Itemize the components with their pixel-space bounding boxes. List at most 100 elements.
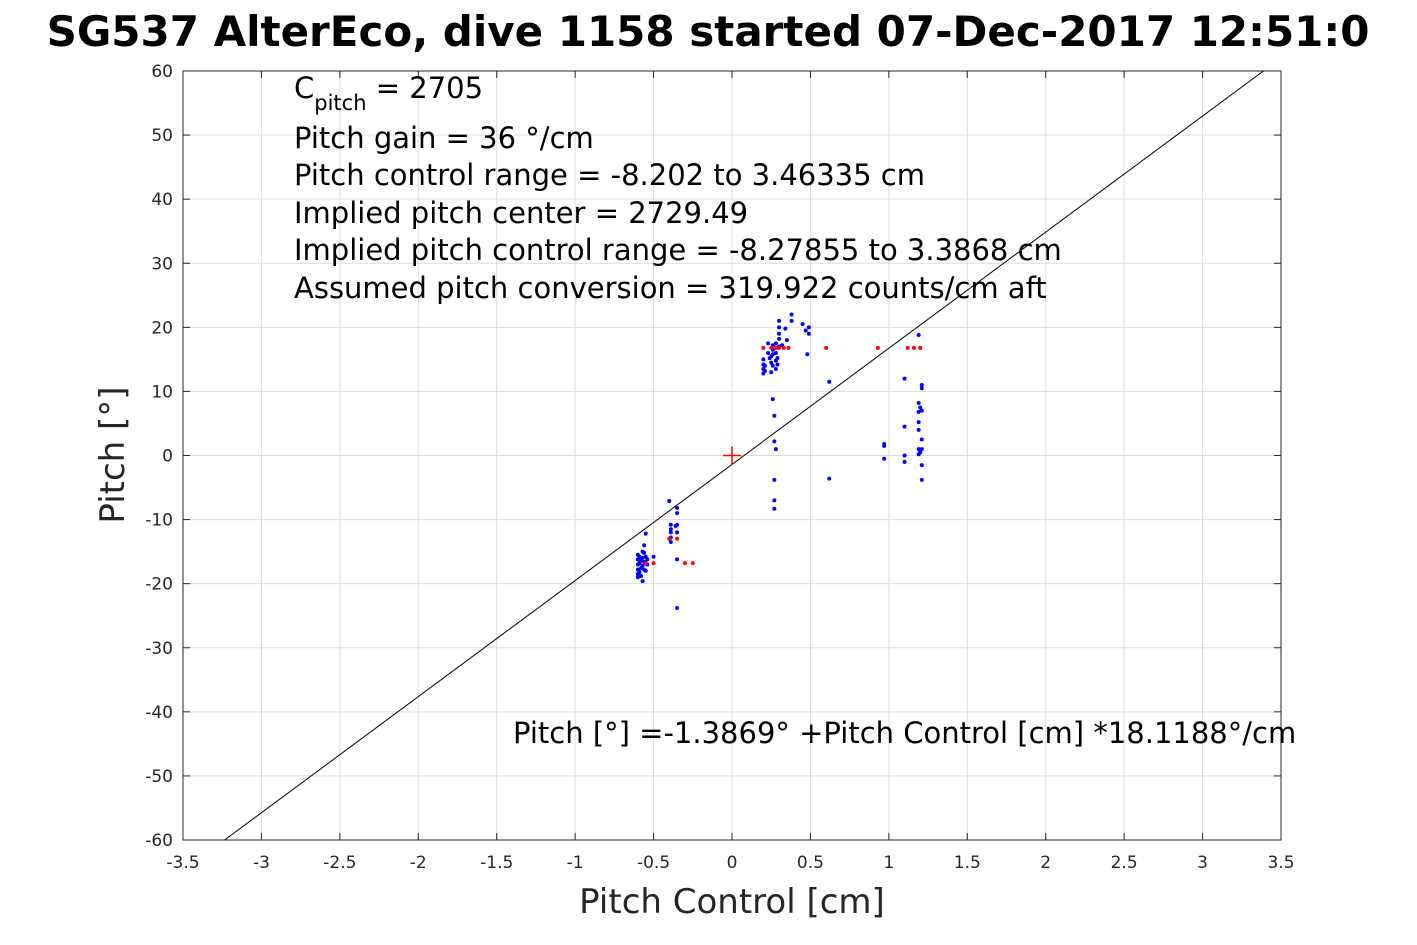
data-point-blue [919,383,924,388]
data-point-blue [783,326,788,331]
data-point-blue [770,363,775,368]
data-point-blue [651,554,656,559]
data-point-blue [772,477,777,482]
x-axis-ticks: -3.5 -3 -2.5 -2 -1.5 -1 -0.5 0 0.5 1 1.5 2 2.5 3 3.5 [166,71,1295,873]
data-point-blue [919,386,924,391]
y-tick-label: -60 [145,831,173,851]
data-point-blue [902,459,907,464]
data-point-blue [916,400,921,405]
data-point-red [682,561,687,566]
data-point-red [651,561,656,566]
y-tick-label: 50 [151,126,173,146]
data-point-blue [766,341,771,346]
data-point-blue [777,325,782,330]
data-point-blue [827,476,832,481]
data-point-blue [784,338,789,343]
data-point-blue [675,511,680,516]
data-point-red [643,561,648,566]
data-point-blue [675,557,680,562]
x-tick-label: -3.5 [166,853,199,873]
data-point-blue [761,357,766,362]
chart-title: SG537 AlterEco, dive 1158 started 07-Dec… [47,7,1370,56]
x-axis-label: Pitch Control [cm] [579,882,885,922]
data-point-blue [668,530,673,535]
y-axis-label: Pitch [°] [93,386,133,523]
annotation-block: Cpitch = 2705 Pitch gain = 36 °/cm Pitch… [294,71,1062,305]
grid [182,70,1282,841]
y-tick-label: 30 [151,254,173,274]
x-tick-label: 3 [1197,853,1208,873]
x-tick-label: 1 [883,853,894,873]
data-point-blue [916,447,921,452]
center-marker [723,446,741,465]
data-point-blue [640,563,645,568]
data-point-blue [675,522,680,527]
y-tick-label: -40 [145,703,173,723]
data-point-red [769,345,774,350]
data-point-blue [772,498,777,503]
x-tick-label: -2 [410,853,427,873]
data-point-blue [882,456,887,461]
data-point-blue [789,318,794,323]
data-point-blue [777,336,782,341]
annotation-line-1: Pitch gain = 36 °/cm [294,121,594,155]
data-point-blue [675,506,680,511]
y-tick-label: -20 [145,575,173,595]
annotation-line-2: Pitch control range = -8.202 to 3.46335 … [294,158,925,192]
annotation-cpitch: Cpitch = 2705 [294,71,483,115]
data-point-blue [919,447,924,452]
x-tick-label: -1.5 [480,853,513,873]
data-point-blue [640,579,645,584]
data-point-blue [919,408,924,413]
data-point-blue [769,360,774,365]
data-point-red [690,561,695,566]
data-point-blue [772,506,777,511]
data-point-blue [762,363,767,368]
y-tick-label: 40 [151,190,173,210]
data-point-blue [803,328,808,333]
data-point-blue [642,543,647,548]
data-point-blue [637,570,642,575]
data-point-blue [916,427,921,432]
data-point-blue [773,341,778,346]
y-tick-label: -30 [145,639,173,659]
data-point-blue [902,453,907,458]
data-point-red [761,345,766,350]
data-point-red [777,345,782,350]
data-point-blue [805,352,810,357]
data-point-red [667,536,672,541]
x-tick-label: -3 [253,853,270,873]
data-point-blue [777,318,782,323]
data-point-red [824,345,829,350]
x-tick-label: 0.5 [797,853,824,873]
data-point-red [918,345,923,350]
data-point-blue [918,405,923,410]
data-point-blue [919,463,924,468]
data-point-blue [675,530,680,535]
data-point-blue [635,575,640,580]
data-point-blue [916,333,921,338]
x-tick-label: 3.5 [1267,853,1294,873]
data-point-blue [675,606,680,611]
data-point-blue [806,325,811,330]
data-point-blue [775,356,780,361]
data-point-blue [902,376,907,381]
y-tick-label: -50 [145,767,173,787]
y-tick-label: 0 [162,447,173,467]
data-point-blue [645,557,650,562]
data-points [635,312,924,611]
data-point-blue [882,443,887,448]
data-point-blue [766,350,771,355]
data-point-blue [806,331,811,336]
data-point-blue [773,447,778,452]
data-point-blue [639,573,644,578]
y-tick-label: 20 [151,318,173,338]
data-point-blue [667,498,672,503]
data-point-red [781,345,786,350]
data-point-blue [919,477,924,482]
data-point-blue [772,413,777,418]
data-point-red [675,536,680,541]
data-point-blue [827,379,832,384]
x-tick-label: -0.5 [637,853,670,873]
